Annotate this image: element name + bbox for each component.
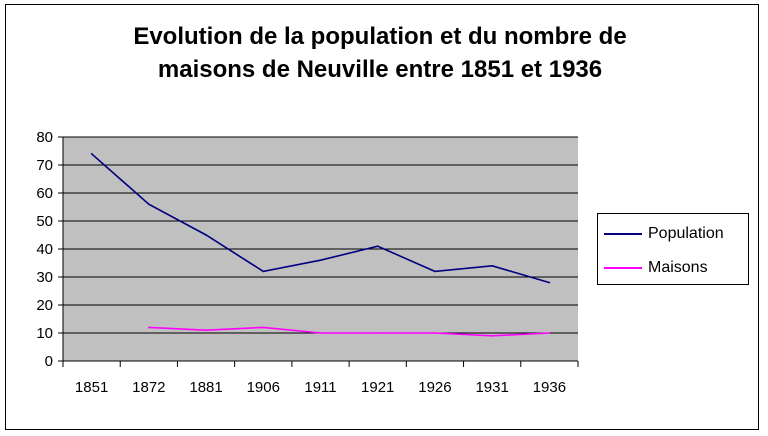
series-line-maisons bbox=[148, 326, 550, 337]
data-point-maisons-1926 bbox=[434, 332, 436, 334]
y-tick-label: 30 bbox=[36, 269, 53, 286]
data-point-population-1931 bbox=[491, 265, 493, 267]
data-point-population-1936 bbox=[548, 281, 551, 284]
x-tick-label: 1872 bbox=[132, 379, 165, 396]
legend-item-population: Population bbox=[604, 224, 724, 244]
data-point-maisons-1921 bbox=[376, 332, 379, 334]
legend-label-maisons: Maisons bbox=[648, 259, 708, 276]
y-tick-label: 60 bbox=[36, 185, 53, 202]
y-tick-label: 10 bbox=[36, 325, 53, 342]
data-point-population-1921 bbox=[376, 245, 379, 247]
y-tick-label: 80 bbox=[36, 129, 53, 146]
data-point-population-1906 bbox=[262, 270, 265, 273]
data-point-population-1872 bbox=[148, 203, 150, 205]
legend-item-maisons: Maisons bbox=[604, 258, 708, 278]
data-point-population-1911 bbox=[319, 259, 322, 262]
y-tick-label: 0 bbox=[45, 353, 53, 370]
data-point-population-1851 bbox=[90, 153, 93, 155]
data-point-maisons-1931 bbox=[491, 335, 493, 337]
tick-labels: 0 10 20 30 40 50 60 70 80 1851 1872 1881 1906 1911 192… bbox=[36, 129, 566, 396]
y-tick-label: 20 bbox=[36, 297, 53, 314]
legend-swatch-maisons bbox=[604, 267, 642, 269]
data-point-maisons-1906 bbox=[262, 326, 265, 329]
legend-label-population: Population bbox=[648, 225, 724, 242]
data-point-maisons-1911 bbox=[319, 332, 322, 334]
chart-title: Evolution de la population et du nombre … bbox=[0, 20, 760, 86]
chart-title-line-2: maisons de Neuville entre 1851 et 1936 bbox=[157, 56, 603, 83]
series-lines bbox=[90, 153, 551, 337]
axes bbox=[58, 136, 579, 367]
data-point-maisons-1872 bbox=[148, 326, 150, 329]
x-tick-label: 1936 bbox=[533, 379, 566, 396]
x-tick-label: 1921 bbox=[361, 379, 394, 396]
x-tick-label: 1906 bbox=[247, 379, 280, 396]
y-tick-label: 50 bbox=[36, 213, 53, 230]
x-tick-label: 1931 bbox=[475, 379, 508, 396]
chart-title-line-1: Evolution de la population et du nombre … bbox=[133, 23, 627, 50]
y-tick-label: 70 bbox=[36, 157, 53, 174]
y-tick-label: 40 bbox=[36, 241, 53, 258]
data-point-population-1926 bbox=[434, 270, 436, 273]
x-tick-label: 1881 bbox=[189, 379, 222, 396]
x-tick-label: 1926 bbox=[418, 379, 451, 396]
data-point-maisons-1881 bbox=[205, 329, 207, 332]
data-point-population-1881 bbox=[205, 234, 207, 236]
data-point-maisons-1936 bbox=[548, 332, 551, 334]
x-tick-label: 1911 bbox=[304, 379, 336, 396]
legend-swatch-population bbox=[604, 233, 642, 235]
x-tick-label: 1851 bbox=[75, 379, 108, 396]
chart-legend: Population Maisons bbox=[597, 213, 749, 285]
